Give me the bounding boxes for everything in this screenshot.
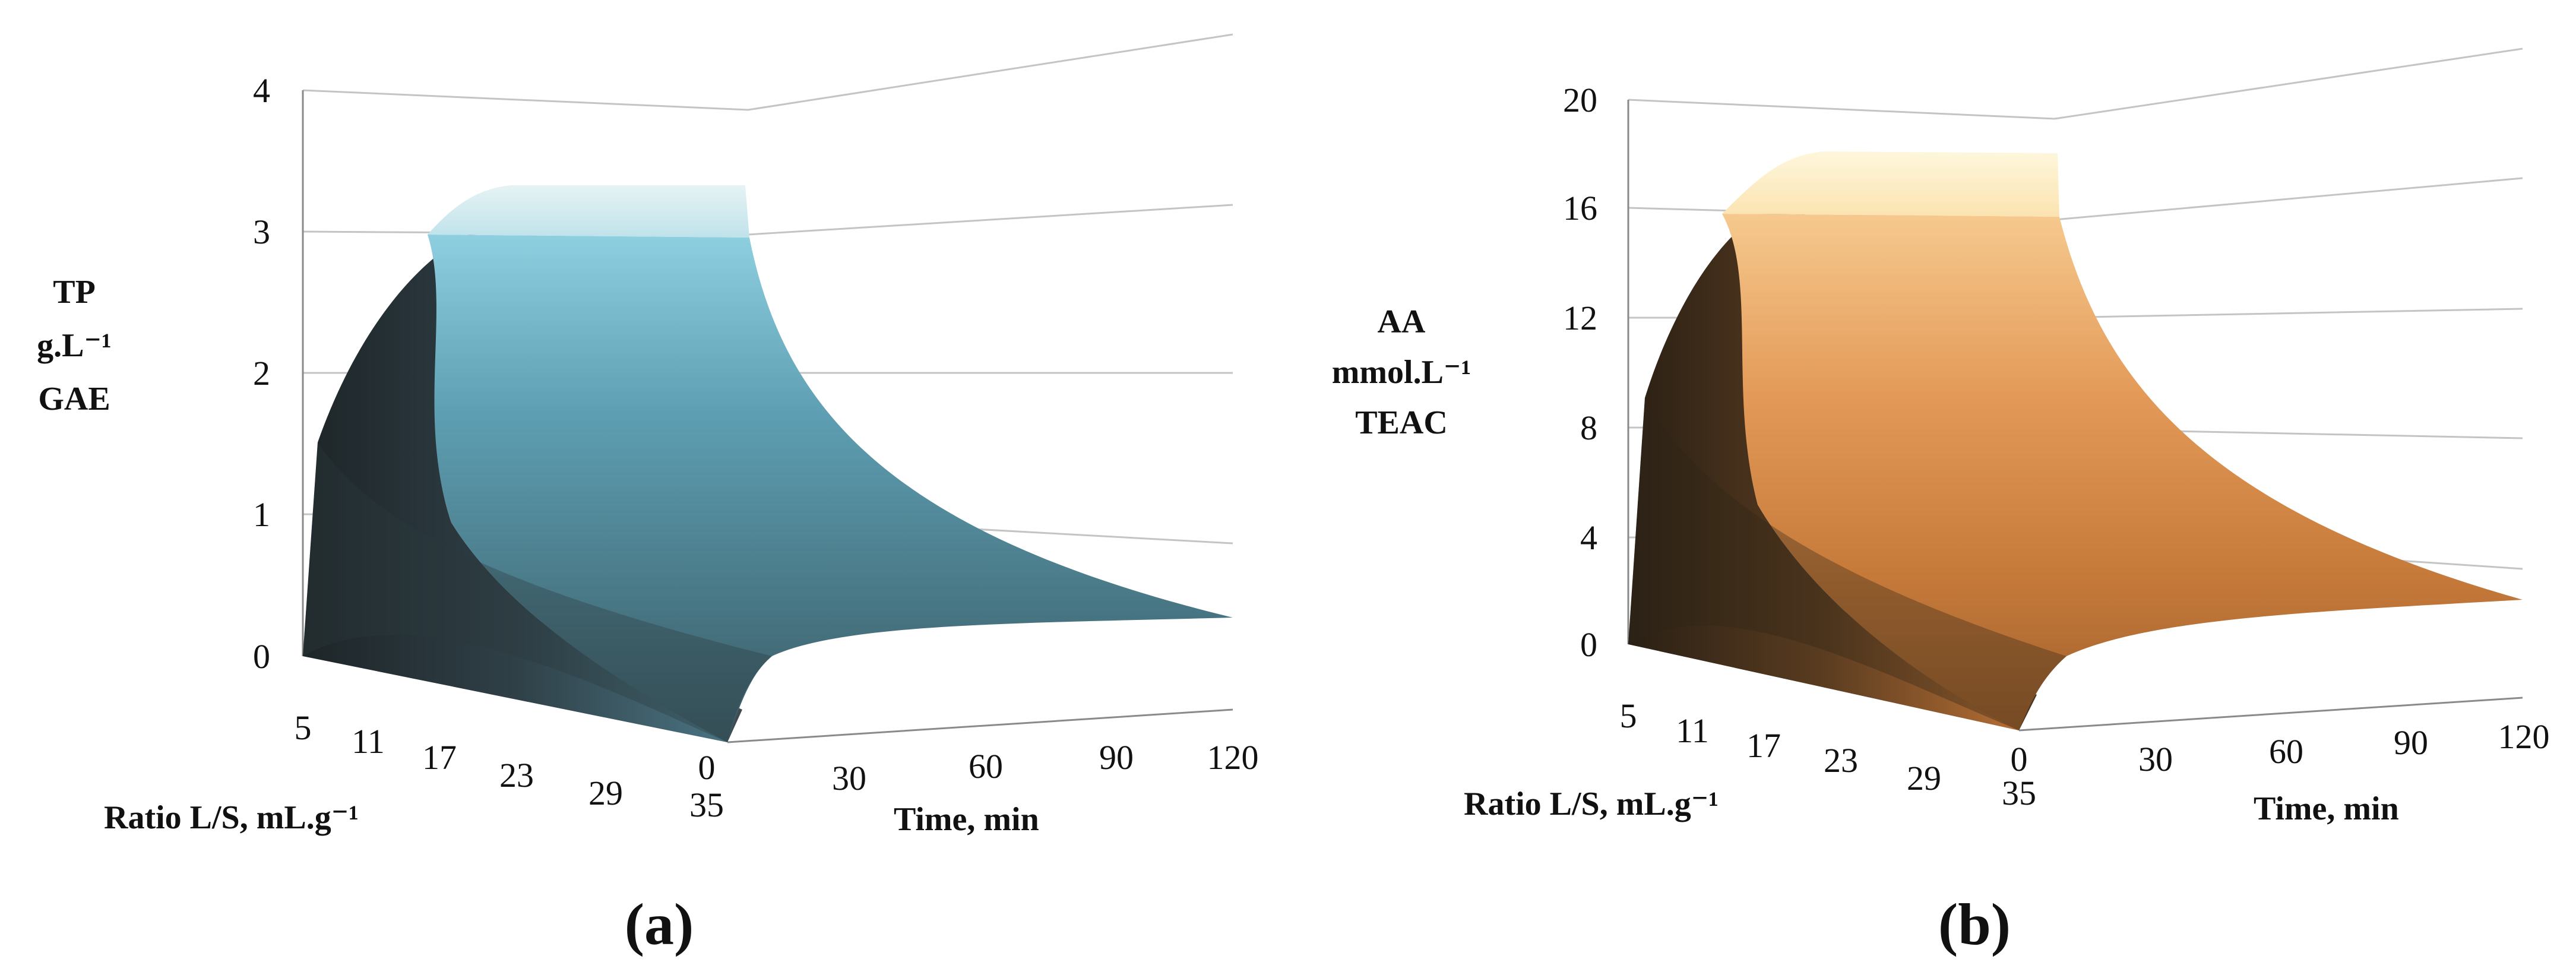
time-tick-a-0: 0 (698, 748, 716, 787)
surface-b-shade (1628, 398, 2067, 730)
z-ticks-a: 4 3 2 1 0 (253, 71, 270, 676)
gridline-b-20 (1628, 48, 2523, 120)
surface-b-main-face (1722, 214, 2523, 730)
time-tick-b-90: 90 (2394, 723, 2428, 762)
surface-a-main-face (428, 235, 1233, 742)
ratio-tick-b-29: 29 (1907, 759, 1941, 797)
ratio-tick-b-23: 23 (1824, 741, 1858, 780)
z-label-a-line-3: GAE (38, 381, 110, 417)
ratio-tick-a-11: 11 (352, 722, 385, 761)
time-tick-a-90: 90 (1099, 738, 1134, 777)
y-label-a: Time, min (894, 801, 1039, 838)
surface-a-shade (303, 442, 772, 742)
gridline-a-4 (302, 33, 1233, 111)
z-label-a: TP g.L⁻¹ GAE (37, 274, 112, 417)
panel-label-b: (b) (1938, 891, 2011, 957)
z-tick-a-3: 3 (253, 213, 270, 251)
panel-label-a: (a) (625, 891, 694, 957)
x-label-b: Ratio L/S, mL.g⁻¹ (1464, 786, 1719, 822)
time-tick-b-120: 120 (2498, 717, 2550, 756)
z-tick-a-0: 0 (253, 637, 270, 676)
time-tick-a-30: 30 (832, 759, 866, 797)
z-tick-b-0: 0 (1580, 625, 1597, 664)
ratio-tick-b-5: 5 (1620, 697, 1637, 735)
z-label-b-line-3: TEAC (1355, 404, 1448, 441)
z-tick-b-12: 12 (1563, 299, 1597, 337)
y-label-b: Time, min (2254, 790, 2399, 827)
ratio-tick-b-35: 35 (2002, 774, 2036, 812)
x-label-a: Ratio L/S, mL.g⁻¹ (104, 799, 359, 836)
ratio-tick-a-5: 5 (295, 708, 312, 747)
ratio-ticks-b: 5 11 17 23 29 35 (1620, 697, 2037, 812)
ratio-tick-b-17: 17 (1746, 726, 1781, 765)
surface-a-top-face (428, 185, 749, 238)
z-label-b-line-2: mmol.L⁻¹ (1332, 354, 1471, 391)
panel-b: 20 16 12 8 4 0 5 11 17 23 29 35 0 30 60 … (1332, 48, 2550, 957)
surface-b-top-face (1722, 151, 2059, 217)
surface-a (303, 185, 1233, 742)
time-ticks-a: 0 30 60 90 120 (698, 738, 1259, 797)
z-tick-b-16: 16 (1563, 189, 1597, 227)
z-ticks-b: 20 16 12 8 4 0 (1563, 81, 1597, 664)
z-tick-b-4: 4 (1580, 518, 1597, 557)
time-tick-b-60: 60 (2269, 732, 2303, 771)
z-tick-b-8: 8 (1580, 409, 1597, 447)
time-tick-b-0: 0 (2011, 740, 2028, 778)
time-tick-b-30: 30 (2138, 740, 2173, 778)
floor-axis-b (2018, 697, 2523, 732)
z-tick-b-20: 20 (1563, 81, 1597, 119)
ratio-ticks-a: 5 11 17 23 29 35 (295, 708, 724, 824)
surface-b-left-face (1628, 208, 2019, 730)
ratio-tick-a-35: 35 (689, 786, 724, 824)
time-tick-a-120: 120 (1207, 738, 1259, 777)
ratio-tick-b-11: 11 (1676, 711, 1709, 750)
z-label-b: AA mmol.L⁻¹ TEAC (1332, 303, 1471, 441)
floor-axis-a (727, 708, 1233, 743)
panel-a: 4 3 2 1 0 5 11 17 23 29 35 0 30 60 90 12… (37, 33, 1259, 957)
z-tick-a-2: 2 (253, 354, 270, 393)
surface-a-left-face (303, 235, 727, 742)
time-tick-a-60: 60 (969, 747, 1003, 786)
ratio-tick-a-17: 17 (422, 738, 457, 777)
ratio-tick-a-29: 29 (588, 774, 623, 812)
z-label-a-line-2: g.L⁻¹ (37, 327, 112, 364)
z-tick-a-1: 1 (253, 495, 270, 534)
z-label-b-line-1: AA (1378, 303, 1426, 340)
ratio-tick-a-23: 23 (499, 756, 534, 795)
time-ticks-b: 0 30 60 90 120 (2011, 717, 2550, 778)
z-tick-a-4: 4 (253, 71, 270, 110)
z-label-a-line-1: TP (53, 274, 96, 311)
surface-b (1628, 151, 2523, 730)
